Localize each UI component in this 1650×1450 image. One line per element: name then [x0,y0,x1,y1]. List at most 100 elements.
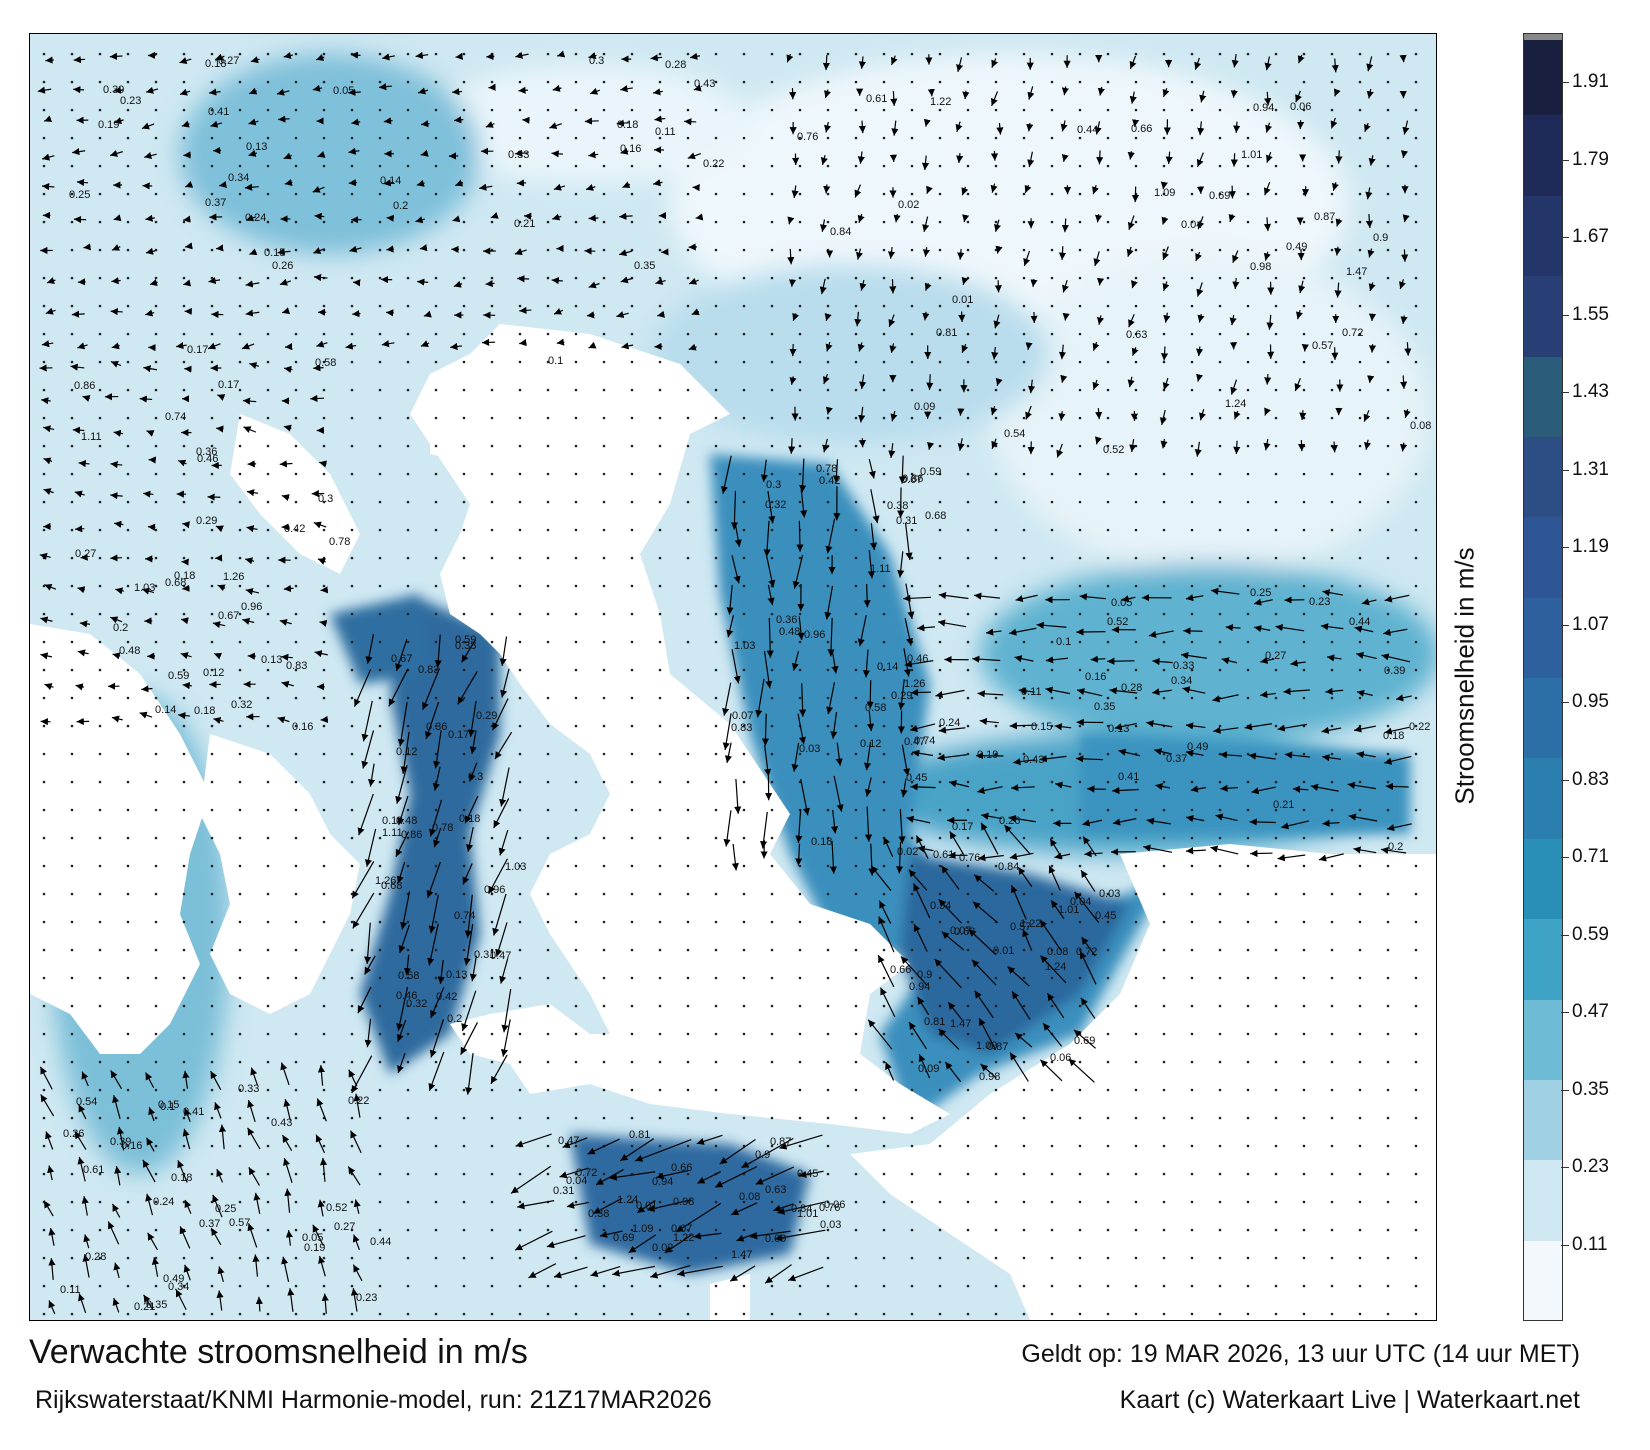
grid-dot [462,752,466,756]
current-arrow [1353,846,1377,854]
speed-label: 0.76 [819,1202,840,1214]
grid-dot [322,584,326,588]
grid-dot [938,612,942,616]
current-arrow [893,213,901,223]
grid-dot [546,808,550,812]
current-arrow [1096,277,1105,286]
current-arrow [1265,151,1273,163]
grid-dot [1358,1032,1362,1036]
grid-dot [1218,584,1222,588]
grid-dot [126,864,130,868]
grid-dot [406,500,410,504]
speed-label: 0.87 [770,1136,791,1148]
grid-dot [630,528,634,532]
grid-dot [854,724,858,728]
grid-dot [1218,836,1222,840]
current-arrow [319,460,328,468]
speed-label: 0.07 [732,710,753,722]
grid-dot [98,1004,102,1008]
grid-dot [1134,640,1138,644]
current-arrow [889,343,897,354]
grid-dot [1414,472,1418,476]
current-arrow [1368,155,1376,166]
grid-dot [70,444,74,448]
grid-dot [1162,248,1166,252]
grid-dot [714,1256,718,1260]
grid-dot [994,444,998,448]
speed-label: 0.16 [620,143,641,155]
grid-dot [1078,556,1082,560]
grid-dot [210,472,214,476]
grid-dot [742,1088,746,1092]
grid-dot [798,500,802,504]
grid-dot [546,444,550,448]
grid-dot [42,1116,46,1120]
grid-dot [518,668,522,672]
grid-dot [1106,276,1110,280]
grid-dot [378,612,382,616]
grid-dot [518,864,522,868]
current-arrow [819,219,828,232]
grid-dot [1358,1284,1362,1288]
speed-label: 1.26 [375,875,396,887]
grid-dot [1078,1200,1082,1204]
current-arrow [990,183,998,193]
current-arrow [454,116,464,124]
grid-dot [1078,808,1082,812]
current-arrow [245,557,255,565]
grid-dot [490,976,494,980]
speed-label: 0.24 [939,717,960,729]
grid-dot [1190,668,1194,672]
current-arrow [148,1107,156,1122]
speed-label: 0.74 [914,735,935,747]
grid-dot [630,388,634,392]
grid-dot [462,892,466,896]
grid-dot [630,416,634,420]
speed-label: 1.09 [632,1223,653,1235]
grid-dot [98,836,102,840]
grid-dot [1246,472,1250,476]
grid-dot [322,332,326,336]
grid-dot [1358,976,1362,980]
grid-dot [826,108,830,112]
current-arrow [622,181,631,189]
grid-dot [910,836,914,840]
grid-dot [630,304,634,308]
grid-dot [742,332,746,336]
grid-dot [770,248,774,252]
grid-dot [322,1256,326,1260]
current-arrow [317,1199,325,1217]
current-arrow [830,809,839,834]
current-arrow [1196,373,1204,382]
grid-dot [1078,500,1082,504]
grid-dot [854,892,858,896]
grid-dot [1414,808,1418,812]
grid-dot [182,1312,186,1316]
grid-dot [98,668,102,672]
grid-dot [1358,136,1362,140]
grid-dot [1218,892,1222,896]
grid-dot [882,1256,886,1260]
current-arrow [143,1294,154,1310]
current-arrow [110,554,123,562]
current-arrow [904,660,934,668]
current-arrow [82,1254,90,1278]
grid-dot [1162,668,1166,672]
current-arrow [1399,279,1406,290]
grid-dot [1218,1312,1222,1316]
grid-dot [910,1116,914,1120]
current-arrow [1228,213,1236,223]
grid-dot [1162,1116,1166,1120]
grid-dot [126,892,130,896]
current-arrow [83,243,91,251]
grid-dot [1386,248,1390,252]
grid-dot [266,808,270,812]
grid-dot [966,584,970,588]
current-arrow [464,894,473,938]
grid-dot [1050,892,1054,896]
grid-dot [126,1116,130,1120]
grid-dot [1190,976,1194,980]
grid-dot [210,416,214,420]
grid-dot [154,1256,158,1260]
grid-dot [994,1060,998,1064]
